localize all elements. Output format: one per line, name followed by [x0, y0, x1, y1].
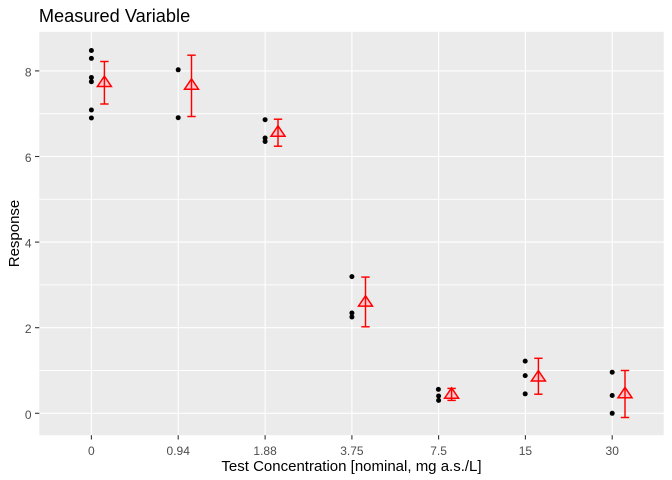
svg-text:0.94: 0.94: [167, 444, 191, 458]
svg-text:2: 2: [25, 322, 32, 336]
svg-text:Measured Variable: Measured Variable: [39, 6, 190, 26]
svg-text:3.75: 3.75: [340, 444, 364, 458]
svg-text:Response: Response: [6, 200, 23, 268]
svg-text:0: 0: [88, 444, 95, 458]
svg-text:8: 8: [25, 65, 32, 79]
svg-text:7.5: 7.5: [430, 444, 447, 458]
svg-text:1.88: 1.88: [253, 444, 277, 458]
svg-text:30: 30: [606, 444, 620, 458]
svg-text:4: 4: [25, 237, 32, 251]
svg-text:6: 6: [25, 151, 32, 165]
svg-text:0: 0: [25, 408, 32, 422]
svg-text:15: 15: [519, 444, 533, 458]
svg-text:Test Concentration [nominal, m: Test Concentration [nominal, mg a.s./L]: [221, 458, 481, 475]
